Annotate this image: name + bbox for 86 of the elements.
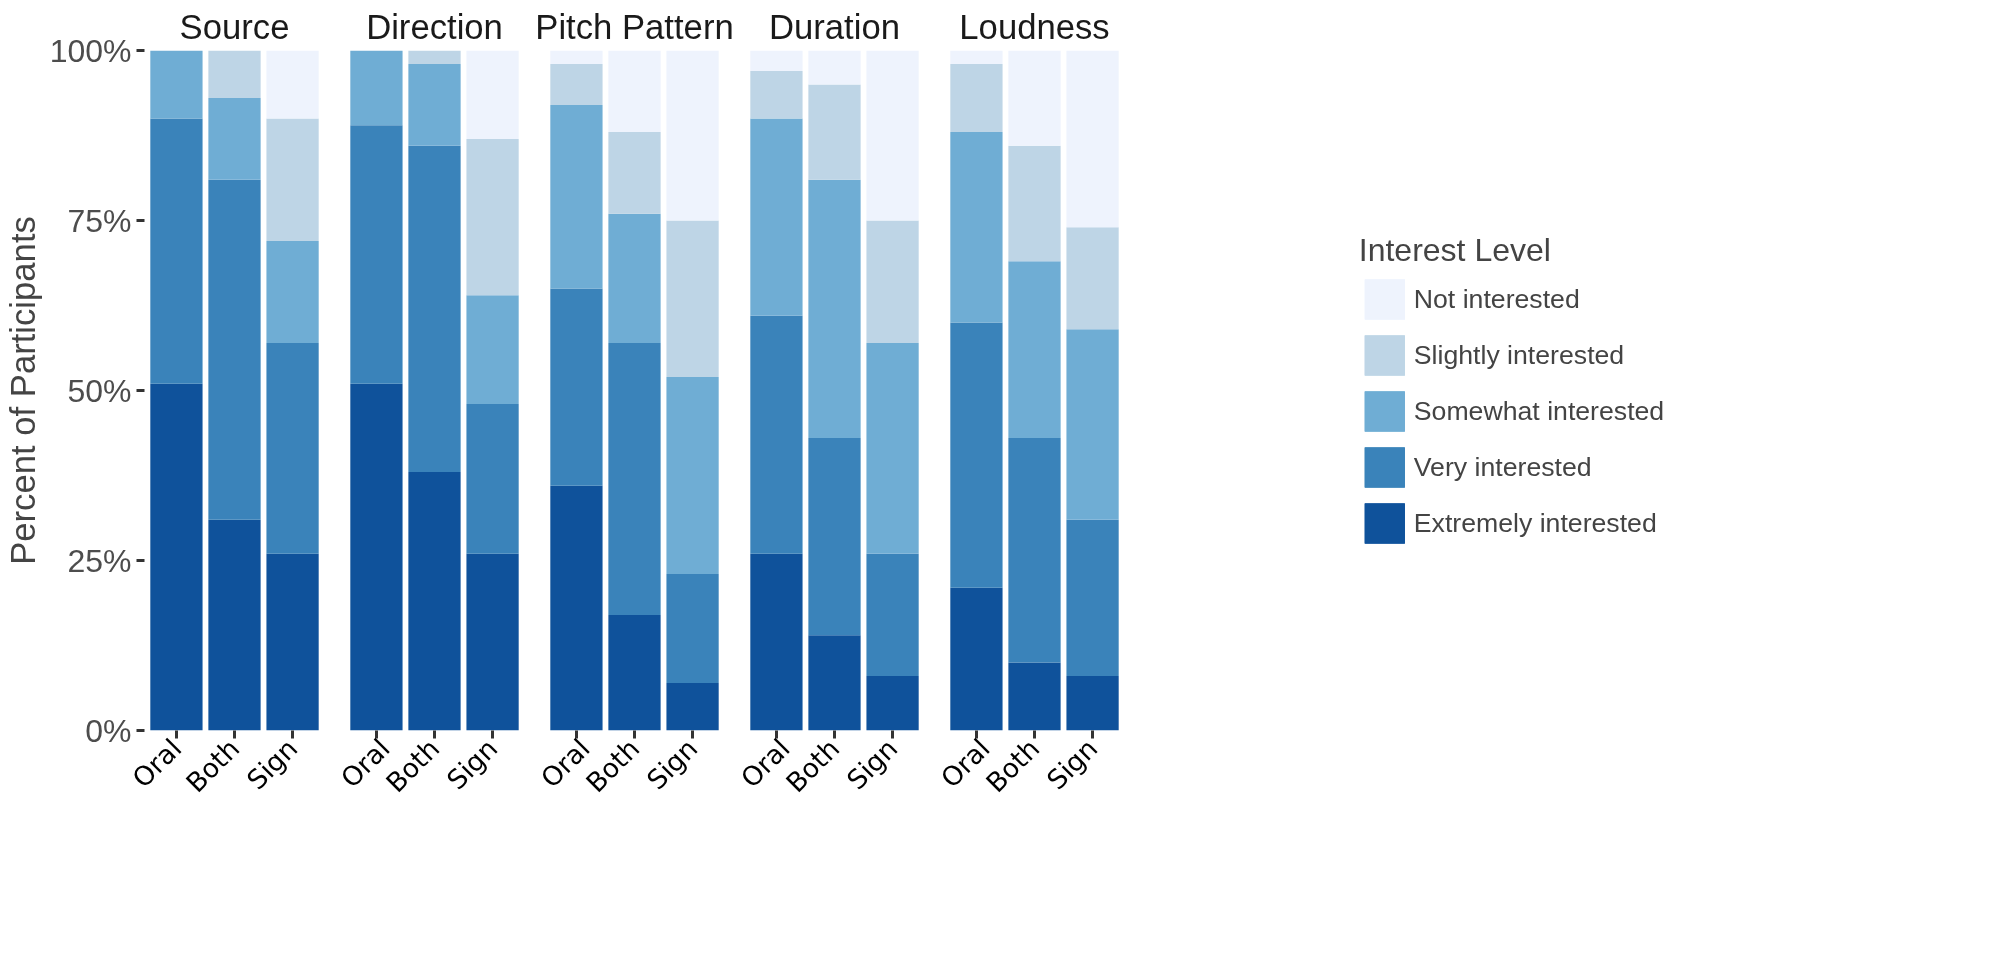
bar <box>608 342 661 615</box>
bar <box>1008 50 1061 146</box>
bar <box>1008 261 1061 439</box>
bar <box>808 179 861 439</box>
bar <box>666 220 719 377</box>
bar <box>950 132 1003 323</box>
bar <box>466 50 519 139</box>
y-tick-label: 0% <box>85 712 132 749</box>
bar <box>666 682 719 731</box>
y-tick-label: 75% <box>67 202 132 239</box>
bar <box>750 553 803 731</box>
bar <box>150 50 203 119</box>
bar <box>408 145 461 473</box>
bar <box>608 213 661 343</box>
bar <box>208 179 261 520</box>
bar <box>866 220 919 343</box>
bar <box>408 50 461 65</box>
bar <box>950 587 1003 731</box>
bar <box>1008 438 1061 663</box>
legend-label: Extremely interested <box>1413 506 1657 540</box>
bar <box>750 118 803 316</box>
chart-title: Loudness <box>959 7 1110 46</box>
bar <box>1008 145 1061 262</box>
bar <box>266 553 319 731</box>
bar <box>666 376 719 575</box>
bar <box>408 472 461 731</box>
bar <box>866 676 919 731</box>
chart-title: Duration <box>769 7 900 46</box>
bar <box>1066 227 1119 330</box>
bar <box>808 84 861 180</box>
bar <box>266 50 319 119</box>
legend-label: Somewhat interested <box>1413 394 1665 428</box>
bar <box>466 553 519 731</box>
bar <box>550 485 603 731</box>
legend-label: Very interested <box>1413 450 1592 484</box>
bar <box>608 614 661 731</box>
bar <box>666 574 719 683</box>
bar <box>466 138 519 296</box>
bar <box>350 125 403 384</box>
bar <box>950 50 1003 65</box>
chart-title: Source <box>179 7 290 46</box>
bar <box>808 635 861 731</box>
y-tick-label: 50% <box>67 372 132 409</box>
bar <box>266 118 319 241</box>
bar <box>808 438 861 636</box>
bar <box>866 342 919 554</box>
bar <box>808 50 861 85</box>
bar <box>1066 676 1119 731</box>
chart-title: Pitch Pattern <box>535 7 734 46</box>
bar <box>666 50 719 221</box>
legend-label: Slightly interested <box>1413 338 1625 372</box>
chart-title: Direction <box>366 7 503 46</box>
bar <box>1066 50 1119 228</box>
bar <box>350 383 403 731</box>
bar <box>266 240 319 343</box>
y-axis-title: Percent of Participants <box>3 216 42 565</box>
bar <box>750 70 803 119</box>
legend-label: Not interested <box>1413 282 1580 316</box>
bar <box>550 50 603 65</box>
bar <box>350 50 403 126</box>
bar <box>550 64 603 105</box>
bar <box>608 132 661 214</box>
y-tick-label: 25% <box>67 542 132 579</box>
bar <box>208 50 261 99</box>
bar <box>550 104 603 289</box>
bar <box>266 342 319 554</box>
bar <box>150 118 203 384</box>
bar <box>466 404 519 554</box>
bar <box>466 295 519 405</box>
bar <box>1066 329 1119 520</box>
y-tick-label: 100% <box>49 32 132 69</box>
bar <box>950 322 1003 588</box>
bar <box>208 98 261 180</box>
bar <box>866 553 919 677</box>
bar <box>750 315 803 554</box>
bar <box>750 50 803 71</box>
bar <box>866 50 919 221</box>
bar <box>408 64 461 146</box>
bar <box>1066 519 1119 677</box>
bar <box>150 383 203 731</box>
bar <box>208 519 261 731</box>
bar <box>1008 662 1061 731</box>
bar <box>550 288 603 486</box>
legend-title: Interest Level <box>1358 232 1552 269</box>
bar <box>950 64 1003 133</box>
bar <box>608 50 661 133</box>
